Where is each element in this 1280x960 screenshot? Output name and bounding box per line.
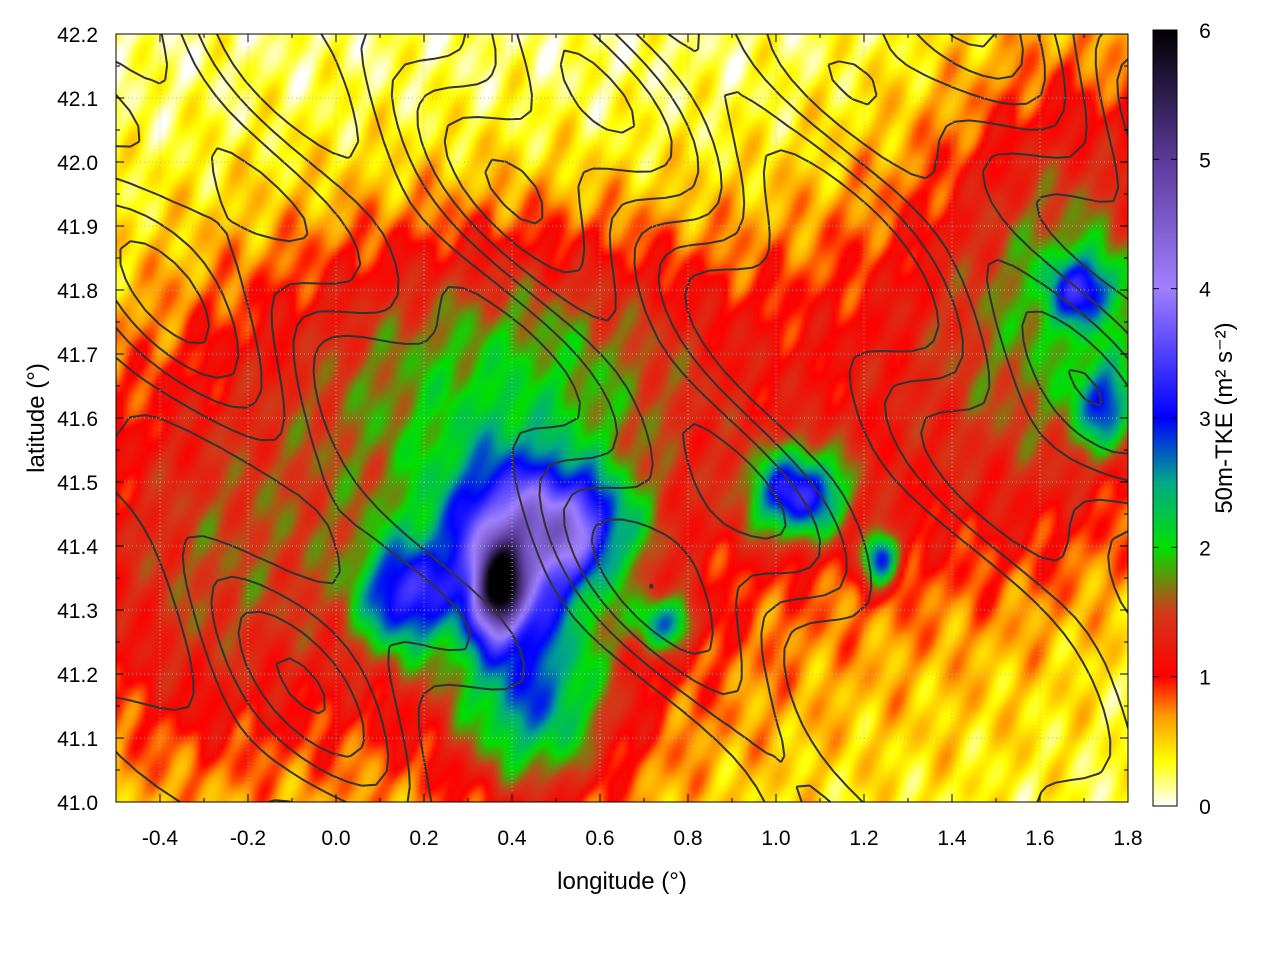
colorbar-tick-label: 6 xyxy=(1199,20,1211,43)
colorbar-tick-label: 3 xyxy=(1199,408,1211,431)
x-tick-label: 0.8 xyxy=(673,827,702,850)
x-tick-label: 0.4 xyxy=(497,827,527,850)
x-tick-label: 1.8 xyxy=(1113,827,1142,850)
y-tick-label: 41.8 xyxy=(57,280,98,303)
y-tick-label: 42.0 xyxy=(57,152,98,175)
x-tick-label: 1.6 xyxy=(1025,827,1054,850)
x-tick-label: -0.2 xyxy=(230,827,266,850)
colorbar-tick-label: 5 xyxy=(1199,149,1211,172)
colorbar-tick-label: 2 xyxy=(1199,537,1211,560)
y-axis-ticks xyxy=(116,33,1128,803)
x-tick-label: 1.2 xyxy=(849,827,878,850)
y-tick-label: 41.3 xyxy=(57,600,98,623)
colorbar-label: 50m-TKE (m² s⁻²) xyxy=(1211,322,1238,513)
x-tick-label: 0.6 xyxy=(585,827,614,850)
plot-area: -0.4 -0.2 0.0 0.2 0.4 0.6 0.8 1.0 1.2 1.4 1.6 1.8 4… xyxy=(57,24,1142,850)
y-tick-label: 41.7 xyxy=(57,344,98,367)
colorbar-tick-label: 1 xyxy=(1199,667,1211,690)
y-axis-tick-labels: 41.0 41.1 41.2 41.3 41.4 41.5 41.6 41.7 41.8 41.9… xyxy=(57,24,98,815)
colorbar-tick-labels: 0 1 2 3 4 5 6 xyxy=(1199,20,1211,819)
colorbar-ticks xyxy=(1153,29,1177,807)
y-tick-label: 41.1 xyxy=(57,728,98,751)
x-axis-ticks xyxy=(159,34,1129,802)
y-tick-label: 41.9 xyxy=(57,216,98,239)
y-tick-label: 41.6 xyxy=(57,408,98,431)
x-axis-label: longitude (°) xyxy=(557,868,687,895)
x-tick-label: 0.2 xyxy=(409,827,438,850)
y-tick-label: 42.1 xyxy=(57,88,98,111)
x-tick-label: 0.0 xyxy=(321,827,350,850)
y-tick-label: 41.5 xyxy=(57,472,98,495)
y-tick-label: 42.2 xyxy=(57,24,98,47)
x-tick-label: 1.4 xyxy=(937,827,967,850)
colorbar: 0 1 2 3 4 5 6 50m-TKE (m² s⁻²) xyxy=(1152,20,1238,819)
y-axis-label: latitude (°) xyxy=(23,363,50,473)
colorbar-tick-label: 4 xyxy=(1199,279,1211,302)
colorbar-tick-label: 0 xyxy=(1199,796,1211,819)
x-tick-label: 1.0 xyxy=(761,827,790,850)
y-tick-label: 41.2 xyxy=(57,664,98,687)
x-tick-label: -0.4 xyxy=(142,827,179,850)
y-tick-label: 41.4 xyxy=(57,536,98,559)
x-axis-tick-labels: -0.4 -0.2 0.0 0.2 0.4 0.6 0.8 1.0 1.2 1.4 1.6 1.8 xyxy=(142,827,1143,850)
y-tick-label: 41.0 xyxy=(57,792,98,815)
